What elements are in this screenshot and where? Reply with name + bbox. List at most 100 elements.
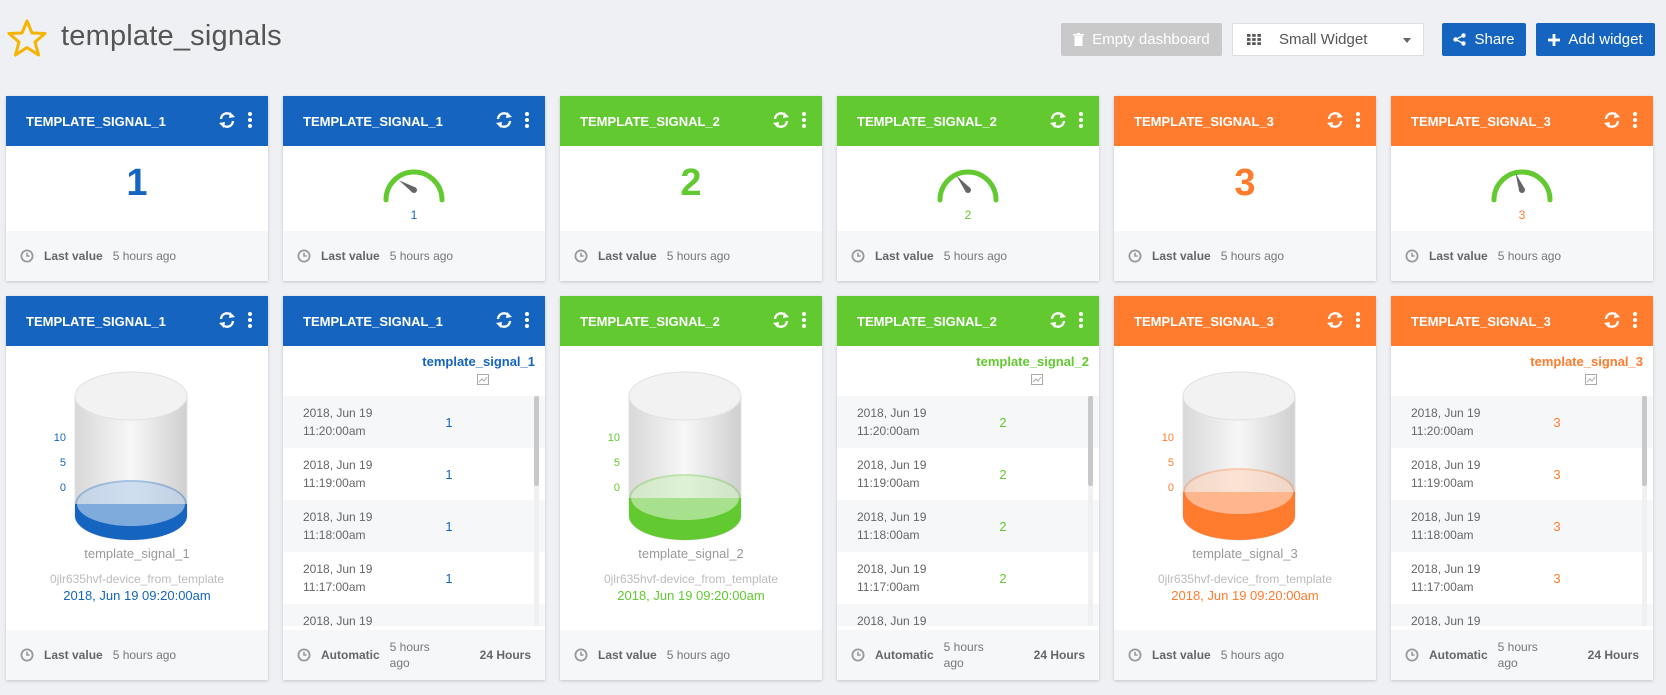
widget-footer: Last value 5 hours ago	[560, 630, 822, 680]
tank-device-name: 0jlr635hvf-device_from_template	[603, 572, 779, 586]
clock-icon	[20, 249, 34, 263]
tank-device-name: 0jlr635hvf-device_from_template	[49, 572, 225, 586]
clock-icon	[297, 648, 311, 662]
table-scrollbar[interactable]	[534, 396, 539, 626]
table-row: 2018, Jun 19 11:19:00am 2	[837, 448, 1099, 500]
row-date: 2018, Jun 19	[857, 562, 927, 576]
more-options-icon[interactable]	[802, 112, 806, 128]
row-value: 2	[999, 570, 1007, 586]
widget-header: TEMPLATE_SIGNAL_2	[560, 296, 822, 346]
tank-gauge: 10 5 0	[560, 346, 822, 626]
more-options-icon[interactable]	[525, 112, 529, 128]
chart-icon[interactable]	[477, 374, 489, 385]
row-timestamp: 2018, Jun 19 11:20:00am	[1391, 404, 1521, 440]
refresh-icon[interactable]	[495, 311, 513, 329]
refresh-icon[interactable]	[218, 111, 236, 129]
table-signal-title[interactable]: template_signal_2	[976, 354, 1089, 369]
widget-header: TEMPLATE_SIGNAL_1	[283, 96, 545, 146]
tank-fill	[1183, 492, 1295, 540]
row-value: 1	[413, 623, 545, 627]
footer-updated-time: 5 hours ago	[1220, 648, 1285, 662]
table-scrollbar[interactable]	[1642, 396, 1647, 626]
more-options-icon[interactable]	[248, 112, 252, 128]
footer-updated-time: 5 hours ago	[1497, 640, 1538, 670]
refresh-icon[interactable]	[1603, 311, 1621, 329]
row-timestamp: 2018, Jun 19 11:18:00am	[837, 508, 967, 544]
widget-number: TEMPLATE_SIGNAL_1 1 Last value 5 hours ago	[6, 96, 268, 281]
table-signal-title[interactable]: template_signal_3	[1530, 354, 1643, 369]
refresh-icon[interactable]	[218, 311, 236, 329]
widget-size-select[interactable]: Small Widget	[1232, 23, 1424, 56]
footer-range-label[interactable]: 24 Hours	[1587, 648, 1639, 662]
tank-fill	[75, 504, 187, 540]
widget-tank: TEMPLATE_SIGNAL_1 10 5 0 template_signal_1 0j…	[6, 296, 268, 680]
clock-icon	[1128, 249, 1142, 263]
refresh-icon[interactable]	[1326, 111, 1344, 129]
big-number-value: 1	[126, 162, 148, 204]
more-options-icon[interactable]	[1356, 112, 1360, 128]
row-timestamp: 2018, Jun 19 11:19:00am	[1391, 456, 1521, 492]
table-signal-title[interactable]: template_signal_1	[422, 354, 535, 369]
share-icon	[1453, 33, 1467, 46]
footer-updated-time: 5 hours ago	[666, 249, 731, 263]
widget-tank: TEMPLATE_SIGNAL_2 10 5 0 template_signal_2 0j…	[560, 296, 822, 680]
table-row: 2018, Jun 19 11:18:00am 1	[283, 500, 545, 552]
widget-title: TEMPLATE_SIGNAL_2	[580, 313, 720, 329]
table-row: 2018, Jun 19 11:17:00am 1	[283, 552, 545, 604]
widget-footer: Automatic 5 hours ago 24 Hours	[283, 630, 545, 680]
table-row: 2018, Jun 19 11:20:00am 3	[1391, 396, 1653, 448]
row-value: 3	[1521, 623, 1653, 627]
empty-dashboard-button[interactable]: Empty dashboard	[1061, 23, 1222, 56]
row-date: 2018, Jun 19	[857, 614, 927, 626]
more-options-icon[interactable]	[1356, 312, 1360, 328]
more-options-icon[interactable]	[1079, 112, 1083, 128]
favorite-star-icon[interactable]	[7, 18, 47, 58]
row-date: 2018, Jun 19	[303, 406, 373, 420]
row-time: 11:18:00am	[857, 528, 920, 542]
refresh-icon[interactable]	[495, 111, 513, 129]
chart-icon[interactable]	[1031, 374, 1043, 385]
more-options-icon[interactable]	[1079, 312, 1083, 328]
row-time: 11:17:00am	[857, 580, 920, 594]
widget-footer: Last value 5 hours ago	[283, 231, 545, 281]
more-options-icon[interactable]	[248, 312, 252, 328]
refresh-icon[interactable]	[1049, 111, 1067, 129]
clock-icon	[297, 249, 311, 263]
row-date: 2018, Jun 19	[303, 562, 373, 576]
more-options-icon[interactable]	[1633, 312, 1637, 328]
more-options-icon[interactable]	[802, 312, 806, 328]
footer-updated-time: 5 hours ago	[943, 640, 984, 670]
more-options-icon[interactable]	[525, 312, 529, 328]
footer-mode-label: Automatic	[1429, 648, 1488, 662]
refresh-icon[interactable]	[1326, 311, 1344, 329]
row-value: 1	[445, 466, 453, 482]
table-row: 2018, Jun 19 11:20:00am 1	[283, 396, 545, 448]
refresh-icon[interactable]	[1603, 111, 1621, 129]
widget-title: TEMPLATE_SIGNAL_3	[1411, 313, 1551, 329]
add-widget-button[interactable]: Add widget	[1536, 23, 1655, 56]
refresh-icon[interactable]	[772, 111, 790, 129]
big-number-value: 2	[680, 162, 702, 204]
footer-range-label[interactable]: 24 Hours	[1033, 648, 1085, 662]
chart-icon[interactable]	[1585, 374, 1597, 385]
widget-header: TEMPLATE_SIGNAL_1	[6, 296, 268, 346]
row-time: 11:18:00am	[1411, 528, 1474, 542]
refresh-icon[interactable]	[1049, 311, 1067, 329]
widget-footer: Last value 5 hours ago	[1114, 231, 1376, 281]
footer-mode-label: Last value	[1152, 249, 1211, 263]
row-date: 2018, Jun 19	[1411, 510, 1481, 524]
tank-timestamp: 2018, Jun 19 09:20:00am	[63, 588, 211, 603]
row-time: 11:19:00am	[303, 476, 366, 490]
table-scrollbar[interactable]	[1088, 396, 1093, 626]
refresh-icon[interactable]	[772, 311, 790, 329]
footer-updated-time: 5 hours ago	[389, 249, 454, 263]
widget-header: TEMPLATE_SIGNAL_3	[1391, 96, 1653, 146]
more-options-icon[interactable]	[1633, 112, 1637, 128]
widget-gauge: TEMPLATE_SIGNAL_2 2 Last value 5 hours ago	[837, 96, 1099, 281]
share-button[interactable]: Share	[1442, 23, 1526, 56]
footer-range-label[interactable]: 24 Hours	[479, 648, 531, 662]
